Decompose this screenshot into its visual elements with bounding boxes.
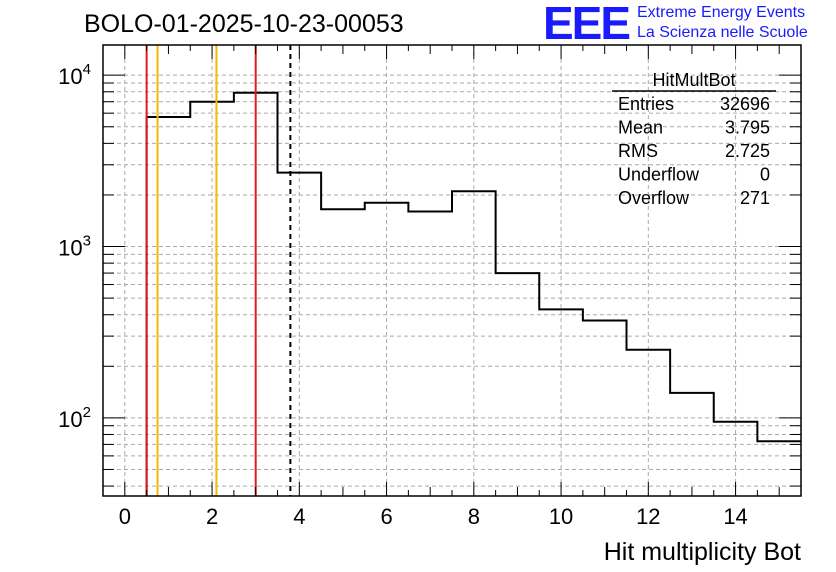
plot-frame	[102, 44, 802, 497]
stats-label: Overflow	[618, 188, 690, 208]
x-tick-label: 6	[380, 504, 392, 529]
stats-box: HitMultBot Entries 32696 Mean 3.795 RMS 2.725 U…	[612, 70, 776, 208]
histogram-bin	[147, 117, 191, 496]
y-tick-label: 102	[58, 404, 91, 432]
x-axis-label: Hit multiplicity Bot	[604, 538, 801, 566]
x-tick-label: 2	[206, 504, 218, 529]
y-tick-label: 103	[58, 233, 91, 261]
stats-label: Mean	[618, 118, 663, 138]
stats-label: Underflow	[618, 165, 700, 185]
x-tick-label: 4	[293, 504, 305, 529]
eee-logo: EEE	[543, 0, 631, 49]
x-tick-label: 12	[636, 504, 660, 529]
axis-ticks: 102 103 104 0 2 4 6 8 10 12 14	[58, 45, 801, 529]
x-tick-label: 0	[119, 504, 131, 529]
logo-subtitle-1: Extreme Energy Events	[637, 4, 806, 21]
x-tick-label: 10	[549, 504, 573, 529]
histogram-series	[145, 91, 801, 496]
stats-value: 32696	[720, 94, 770, 114]
stats-label: Entries	[618, 94, 674, 114]
histogram-bin	[496, 273, 540, 496]
stats-value: 2.725	[725, 141, 770, 161]
run-title: BOLO-01-2025-10-23-00053	[84, 10, 404, 38]
marker-lines	[145, 45, 292, 496]
x-tick-label: 8	[468, 504, 480, 529]
histogram-outline	[145, 91, 801, 496]
stats-value: 0	[760, 165, 770, 185]
grid-lines	[103, 45, 801, 496]
stats-value: 3.795	[725, 118, 770, 138]
y-tick-label: 104	[58, 61, 91, 89]
stats-label: RMS	[618, 141, 658, 161]
x-tick-label: 14	[723, 504, 747, 529]
histogram-bin	[321, 209, 365, 496]
logo-subtitle-2: La Scienza nelle Scuole	[637, 24, 808, 41]
stats-title: HitMultBot	[652, 70, 735, 90]
stats-value: 271	[740, 188, 770, 208]
